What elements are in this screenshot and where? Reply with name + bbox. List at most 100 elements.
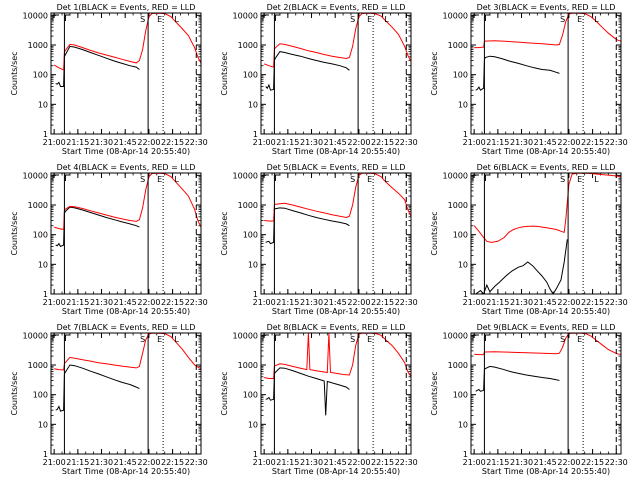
- x-tick-label: 21:30: [90, 458, 113, 467]
- x-tick-label: 21:15: [66, 138, 89, 147]
- bracket-label: S: [350, 175, 355, 184]
- x-tick-label: 22:00: [137, 458, 160, 467]
- y-tick-label: 1000: [448, 41, 468, 50]
- x-tick-label: 22:15: [581, 138, 604, 147]
- y-tick-label: 10: [248, 420, 258, 429]
- x-tick-label: 21:15: [486, 138, 509, 147]
- chart-title: Det 2(BLACK = Events, RED = LLD: [267, 3, 406, 12]
- y-tick-label: 1000: [448, 361, 468, 370]
- bracket-label: S: [140, 175, 145, 184]
- y-tick-label: 10: [248, 260, 258, 269]
- panel-det-5: Det 5(BLACK = Events, RED = LLD 1 10 100 100…: [220, 163, 418, 316]
- y-tick-label: 10000: [233, 11, 258, 20]
- y-tick-label: 1000: [28, 361, 48, 370]
- x-tick-label: 22:00: [347, 298, 370, 307]
- y-tick-label: 100: [453, 231, 468, 240]
- x-tick-label: 22:00: [137, 298, 160, 307]
- x-tick-label: 21:15: [66, 458, 89, 467]
- y-tick-label: 100: [33, 71, 48, 80]
- bracket-label: E: [367, 335, 372, 344]
- x-tick-label: 22:15: [161, 138, 184, 147]
- series-group: [264, 173, 411, 245]
- panel-det-2: Det 2(BLACK = Events, RED = LLD 1 10 100 100…: [220, 3, 418, 156]
- y-axis-label: Counts/sec: [10, 51, 19, 95]
- x-tick-label: 22:00: [347, 458, 370, 467]
- y-tick-label: 100: [453, 391, 468, 400]
- corner-bracket: [472, 334, 479, 341]
- x-tick-label: 22:15: [161, 298, 184, 307]
- x-axis-label: Start Time (08-Apr-14 20:55:40): [272, 467, 400, 476]
- panel-det-4: Det 4(BLACK = Events, RED = LLD 1 10 100 100…: [10, 163, 208, 316]
- bracket-label: L: [384, 15, 389, 24]
- x-axis-label: Start Time (08-Apr-14 20:55:40): [482, 467, 610, 476]
- y-tick-label: 10: [248, 100, 258, 109]
- corner-bracket: [484, 334, 491, 341]
- x-axis-label: Start Time (08-Apr-14 20:55:40): [62, 467, 190, 476]
- y-tick-label: 1: [463, 130, 468, 139]
- x-tick-label: 21:45: [114, 458, 137, 467]
- x-tick-label: 21:00: [253, 458, 276, 467]
- corner-bracket: [262, 174, 269, 181]
- x-tick-label: 21:30: [510, 298, 533, 307]
- bracket-label: E: [157, 335, 162, 344]
- x-tick-label: 22:30: [395, 458, 418, 467]
- y-tick-label: 100: [243, 71, 258, 80]
- chart-title: Det 1(BLACK = Events, RED = LLD: [57, 3, 196, 12]
- series-events-line: [475, 55, 560, 91]
- y-tick-label: 10000: [23, 11, 48, 20]
- series-events-line: [55, 206, 140, 248]
- panel-det-6: Det 6(BLACK = Events, RED = LLD 1 10 100 100…: [430, 163, 628, 316]
- x-tick-label: 21:00: [463, 298, 486, 307]
- x-axis-label: Start Time (08-Apr-14 20:55:40): [482, 147, 610, 156]
- y-tick-label: 10000: [233, 331, 258, 340]
- chart-title: Det 9(BLACK = Events, RED = LLD: [477, 323, 616, 332]
- x-tick-label: 21:15: [276, 458, 299, 467]
- bracket-label: E: [367, 175, 372, 184]
- series-events-line: [475, 365, 560, 392]
- plot-frame: [260, 332, 412, 455]
- y-tick-label: 10000: [233, 171, 258, 180]
- x-tick-label: 21:15: [66, 298, 89, 307]
- y-tick-label: 100: [243, 391, 258, 400]
- x-tick-label: 22:30: [395, 298, 418, 307]
- x-tick-label: 21:30: [90, 298, 113, 307]
- series-group: [474, 333, 621, 392]
- bracket-label: L: [384, 335, 389, 344]
- bracket-label: S: [140, 335, 145, 344]
- bracket-label: E: [577, 335, 582, 344]
- x-tick-label: 21:30: [90, 138, 113, 147]
- x-tick-label: 21:30: [300, 458, 323, 467]
- x-tick-label: 22:15: [581, 458, 604, 467]
- bracket-label: S: [560, 175, 565, 184]
- corner-bracket: [52, 174, 59, 181]
- plot-frame: [470, 332, 622, 455]
- x-tick-label: 21:45: [324, 138, 347, 147]
- corner-bracket: [274, 174, 281, 181]
- y-tick-label: 1000: [238, 201, 258, 210]
- panel-det-9: Det 9(BLACK = Events, RED = LLD 1 10 100 100…: [430, 323, 628, 476]
- y-tick-label: 1000: [238, 41, 258, 50]
- x-tick-label: 21:00: [43, 458, 66, 467]
- corner-bracket: [64, 334, 71, 341]
- y-tick-label: 10000: [23, 171, 48, 180]
- x-axis-label: Start Time (08-Apr-14 20:55:40): [482, 307, 610, 316]
- y-tick-label: 1: [463, 290, 468, 299]
- bracket-label: L: [174, 335, 179, 344]
- y-tick-label: 10: [458, 260, 468, 269]
- x-tick-label: 21:45: [534, 138, 557, 147]
- x-tick-label: 22:00: [557, 458, 580, 467]
- x-tick-label: 21:15: [486, 298, 509, 307]
- x-axis-label: Start Time (08-Apr-14 20:55:40): [272, 147, 400, 156]
- corner-bracket: [52, 334, 59, 341]
- y-axis-label: Counts/sec: [10, 371, 19, 415]
- x-tick-label: 22:15: [371, 138, 394, 147]
- x-tick-label: 21:15: [276, 298, 299, 307]
- series-lld-line: [264, 173, 411, 222]
- x-tick-label: 21:30: [300, 298, 323, 307]
- x-tick-label: 21:45: [324, 298, 347, 307]
- x-tick-label: 22:00: [557, 298, 580, 307]
- bracket-label: L: [174, 15, 179, 24]
- x-tick-label: 22:00: [347, 138, 370, 147]
- chart-title: Det 4(BLACK = Events, RED = LLD: [57, 163, 196, 172]
- x-tick-label: 21:45: [114, 298, 137, 307]
